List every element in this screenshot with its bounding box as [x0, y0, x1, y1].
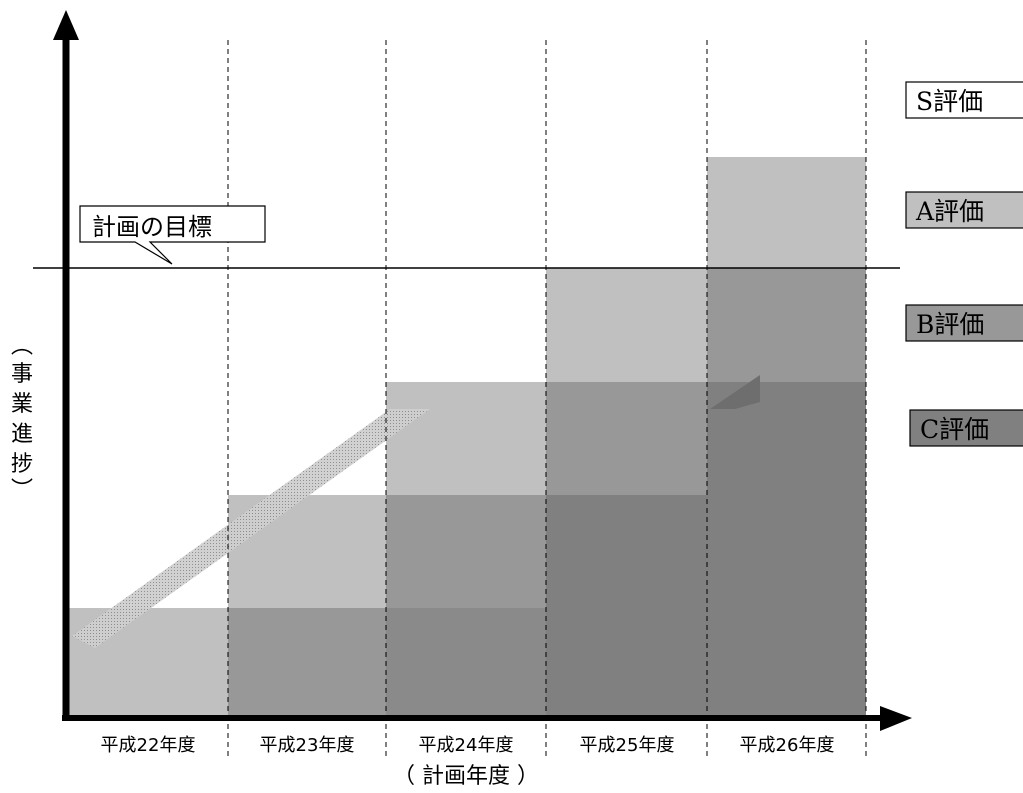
- year-separators: [227, 40, 867, 760]
- legend-item-b: B評価: [905, 304, 1023, 342]
- block-y5-dark: [707, 382, 866, 718]
- legend-label-b: B評価: [916, 310, 984, 339]
- y-axis-label: ︵ 事 業 進 捗 ︶: [11, 334, 33, 503]
- y-label-char-0: ︵: [11, 334, 33, 359]
- progress-arrow-body: [72, 409, 430, 648]
- x-tick-label-0: 平成22年度: [101, 735, 196, 756]
- legend-label-c: C評価: [920, 415, 989, 444]
- y-label-char-4: 捗: [11, 452, 33, 477]
- progress-arrow: [72, 375, 760, 648]
- legend-label-s: S評価: [916, 87, 983, 116]
- target-callout-text: 計画の目標: [92, 213, 212, 241]
- y-label-char-3: 進: [11, 422, 33, 447]
- block-y5-mid: [707, 268, 866, 382]
- x-tick-label-2: 平成24年度: [419, 735, 514, 756]
- block-y3-dark: [386, 608, 546, 718]
- y-label-char-5: ︶: [11, 478, 33, 503]
- legend-item-a: A評価: [905, 191, 1023, 229]
- y-axis-arrowhead: [53, 10, 79, 40]
- axes: [53, 10, 912, 731]
- x-tick-label-1: 平成23年度: [260, 735, 355, 756]
- progress-arrow-head: [710, 375, 760, 409]
- x-tick-label-3: 平成25年度: [580, 735, 675, 756]
- evaluation-blocks: [68, 157, 866, 718]
- target-callout: 計画の目標: [79, 205, 266, 265]
- legend-item-s: S評価: [905, 81, 1023, 119]
- y-label-char-2: 業: [11, 392, 33, 417]
- block-y3-mid: [386, 495, 546, 608]
- y-label-char-1: 事: [11, 362, 33, 387]
- block-y3-light: [386, 382, 546, 495]
- block-y4-mid: [546, 382, 707, 495]
- legend-item-c: C評価: [909, 409, 1023, 447]
- block-y5-light: [707, 157, 866, 268]
- block-y4-dark: [546, 495, 707, 718]
- x-axis-arrowhead: [880, 706, 912, 731]
- block-y2-mid: [228, 608, 386, 718]
- legend: S評価 A評価 B評価 C評価: [905, 81, 1023, 447]
- block-y4-light: [546, 268, 707, 382]
- x-axis-title: （ 計画年度 ）: [393, 764, 539, 789]
- x-tick-labels: 平成22年度 平成23年度 平成24年度 平成25年度 平成26年度: [101, 735, 835, 756]
- legend-label-a: A評価: [915, 197, 984, 226]
- x-tick-label-4: 平成26年度: [740, 735, 835, 756]
